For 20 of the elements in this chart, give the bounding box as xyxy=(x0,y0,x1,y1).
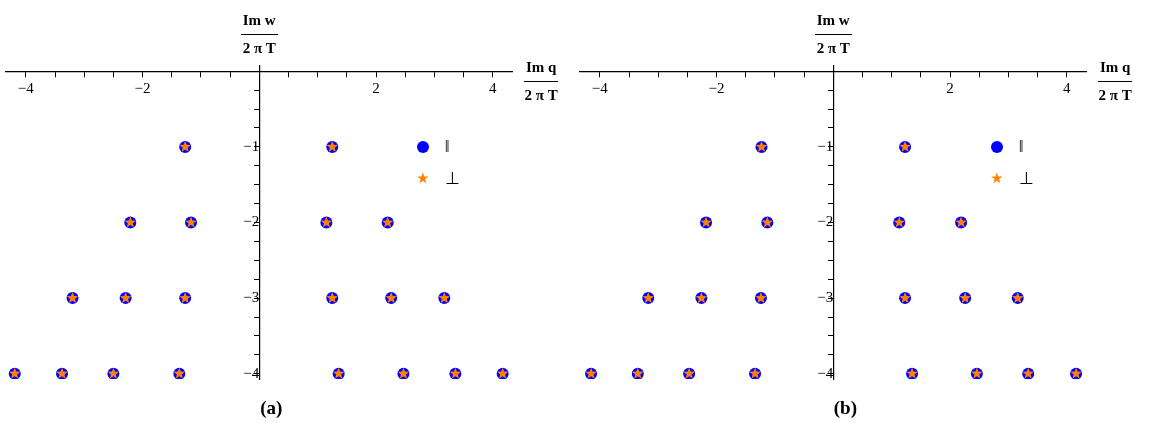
y-tick-label: −2 xyxy=(817,213,834,230)
x-axis-title: Im q 2 π T xyxy=(1098,59,1133,104)
legend-label: ⊥ xyxy=(444,167,460,189)
x-tick-label: 2 xyxy=(946,80,954,97)
legend-label: ⊥ xyxy=(1018,167,1034,189)
x-tick-label: 4 xyxy=(488,80,497,97)
x-axis-title: Im q 2 π T xyxy=(524,59,559,104)
legend-label: ‖ xyxy=(444,137,450,158)
x-tick-label: −2 xyxy=(708,80,725,97)
y-tick-label: −2 xyxy=(243,213,260,230)
text: (b) xyxy=(833,397,858,419)
x-tick-label: −2 xyxy=(134,80,151,97)
x-tick-label: −4 xyxy=(17,80,35,97)
text: (a) xyxy=(260,397,283,419)
x-tick-label: 2 xyxy=(372,80,380,97)
y-axis-title: Im w 2 π T xyxy=(815,12,851,56)
legend-label: ‖ xyxy=(1018,137,1024,158)
x-tick-label: 4 xyxy=(1062,80,1071,97)
y-axis-title: Im w 2 π T xyxy=(241,12,277,56)
x-tick-label: −4 xyxy=(591,80,609,97)
